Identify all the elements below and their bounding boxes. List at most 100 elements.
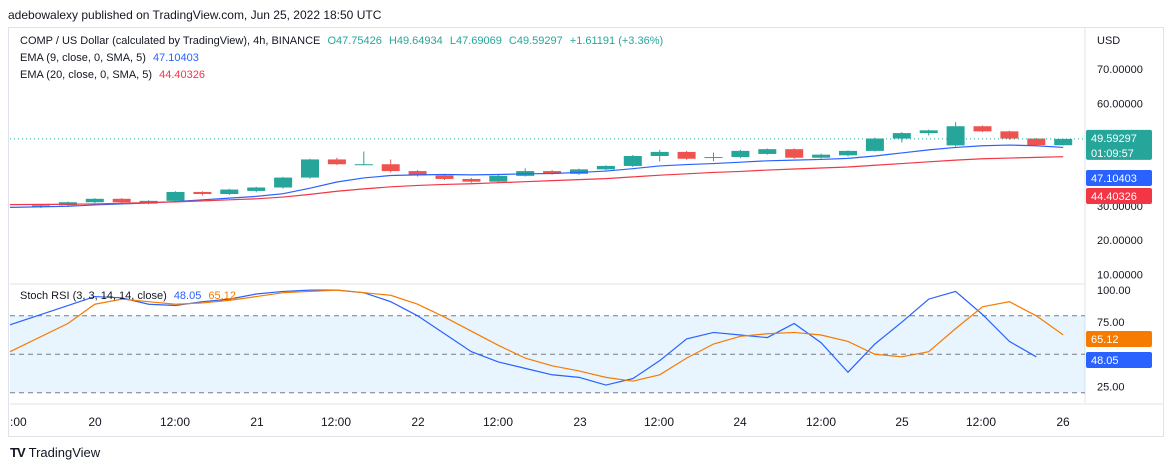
- candle-body: [354, 164, 373, 166]
- candle-body: [462, 178, 481, 182]
- low-value: L47.69069: [449, 35, 502, 47]
- stoch-rsi-d-line: [9, 289, 1064, 382]
- price-tick-label: 60.00000: [1097, 98, 1143, 110]
- high-value: H49.64934: [388, 35, 443, 47]
- ema20-badge-bg: [1086, 188, 1152, 204]
- published-caption: adebowalexy published on TradingView.com…: [8, 8, 382, 22]
- candle-body: [489, 175, 508, 182]
- candle-body: [812, 154, 831, 158]
- candle-body: [731, 150, 750, 158]
- close-value: C49.59297: [508, 35, 563, 47]
- ema9-label: EMA (9, close, 0, SMA, 5): [20, 52, 146, 64]
- change-value: +1.61191 (+3.36%): [569, 35, 664, 47]
- time-tick-label: 12:00: [966, 415, 996, 429]
- candle-body: [758, 149, 777, 154]
- candle-body: [327, 159, 346, 165]
- candle-body: [408, 171, 427, 176]
- candle-body: [677, 151, 696, 159]
- rsi-d-badge: 65.12: [1086, 331, 1152, 347]
- last-price-badge: 49.59297 01:09:57: [1086, 129, 1152, 160]
- candle-body: [193, 191, 212, 195]
- stoch-rsi-d-value: 65.12: [208, 290, 236, 302]
- price-badges: 49.59297 01:09:57 47.10403 44.40326 65.12 48.…: [1086, 129, 1152, 368]
- candle-body: [274, 177, 293, 188]
- stoch-rsi-k-value: 48.05: [173, 290, 202, 302]
- last-price-badge-text: 49.59297: [1091, 133, 1137, 145]
- time-tick-label: 26: [1056, 415, 1070, 429]
- candle-body: [865, 138, 884, 151]
- rsi-d-badge-bg: [1086, 331, 1152, 347]
- rsi-tick-label: 75.00: [1097, 317, 1125, 329]
- candle-body: [946, 126, 965, 146]
- footer-brand[interactable]: TV TradingView: [10, 445, 100, 460]
- candle-body: [1027, 138, 1046, 146]
- candle-body: [623, 156, 642, 166]
- grid: [10, 28, 1163, 405]
- rsi-d-badge-text: 65.12: [1091, 334, 1119, 346]
- ema20-value: 44.40326: [159, 69, 206, 81]
- rsi-tick-label: 25.00: [1097, 381, 1125, 393]
- chart-frame: [8, 27, 1164, 437]
- ema9-line: [9, 144, 1064, 208]
- footer-brand-name: TradingView: [28, 445, 101, 460]
- price-tick-label: 20.00000: [1097, 235, 1143, 247]
- candle-body: [85, 198, 104, 203]
- rsi-band-background: [10, 315, 1085, 394]
- candle-body: [435, 175, 454, 179]
- time-tick-label: :00: [10, 415, 27, 429]
- rsi-tick-label: 100.00: [1097, 285, 1131, 297]
- axes: 70.0000060.0000030.0000020.0000010.00000…: [10, 35, 1143, 429]
- symbol-label: COMP / US Dollar (calculated by TradingV…: [20, 35, 321, 47]
- candles: [32, 122, 1073, 209]
- rsi-k-badge: 48.05: [1086, 352, 1152, 368]
- candle-body: [220, 189, 239, 195]
- time-tick-label: 12:00: [160, 415, 190, 429]
- stoch-rsi-k-line: [9, 289, 1037, 386]
- ema9-value: 47.10403: [153, 52, 199, 64]
- ema20-legend[interactable]: EMA (20, close, 0, SMA, 5) 44.40326: [20, 69, 209, 81]
- candle-body: [247, 187, 266, 191]
- candle-body: [1000, 131, 1019, 139]
- time-tick-label: 22: [411, 415, 425, 429]
- ema20-badge: 44.40326: [1086, 188, 1152, 204]
- candle-body: [570, 169, 588, 174]
- symbol-legend: COMP / US Dollar (calculated by TradingV…: [20, 35, 667, 47]
- ema20-line: [9, 156, 1064, 206]
- last-price-badge-text: 01:09:57: [1091, 148, 1134, 160]
- candle-body: [892, 133, 911, 139]
- candle-body: [301, 159, 319, 178]
- candle-body: [32, 205, 50, 207]
- ema-lines: [9, 138, 1085, 208]
- candle-body: [381, 164, 400, 172]
- rsi-k-badge-bg: [1086, 352, 1152, 368]
- candle-body: [112, 198, 131, 203]
- tradingview-logo-icon: TV: [10, 445, 26, 460]
- rsi-k-badge-text: 48.05: [1091, 355, 1119, 367]
- candle-body: [650, 151, 669, 157]
- candle-body: [839, 150, 857, 156]
- open-value: O47.75426: [327, 35, 382, 47]
- ema9-badge: 47.10403: [1086, 170, 1152, 186]
- time-tick-label: 12:00: [806, 415, 836, 429]
- time-tick-label: 12:00: [483, 415, 513, 429]
- stoch-rsi-legend[interactable]: Stoch RSI (3, 3, 14, 14, close) 48.05 65…: [20, 290, 240, 302]
- stoch-rsi-lines: [9, 289, 1064, 386]
- candle-body: [166, 191, 185, 201]
- ema9-badge-text: 47.10403: [1091, 173, 1137, 185]
- time-tick-label: 24: [733, 415, 747, 429]
- time-tick-label: 20: [88, 415, 102, 429]
- stoch-rsi-label: Stoch RSI (3, 3, 14, 14, close): [20, 290, 167, 302]
- time-tick-label: 21: [250, 415, 264, 429]
- candle-body: [785, 149, 804, 158]
- candle-body: [973, 126, 992, 132]
- ema20-badge-text: 44.40326: [1091, 191, 1137, 203]
- ema9-legend[interactable]: EMA (9, close, 0, SMA, 5) 47.10403: [20, 52, 203, 64]
- candle-body: [1054, 138, 1073, 146]
- time-tick-label: 12:00: [321, 415, 351, 429]
- candle-body: [919, 130, 938, 134]
- candle-body: [596, 165, 615, 170]
- time-tick-label: 23: [573, 415, 587, 429]
- time-tick-label: 25: [895, 415, 909, 429]
- ema9-badge-bg: [1086, 170, 1152, 186]
